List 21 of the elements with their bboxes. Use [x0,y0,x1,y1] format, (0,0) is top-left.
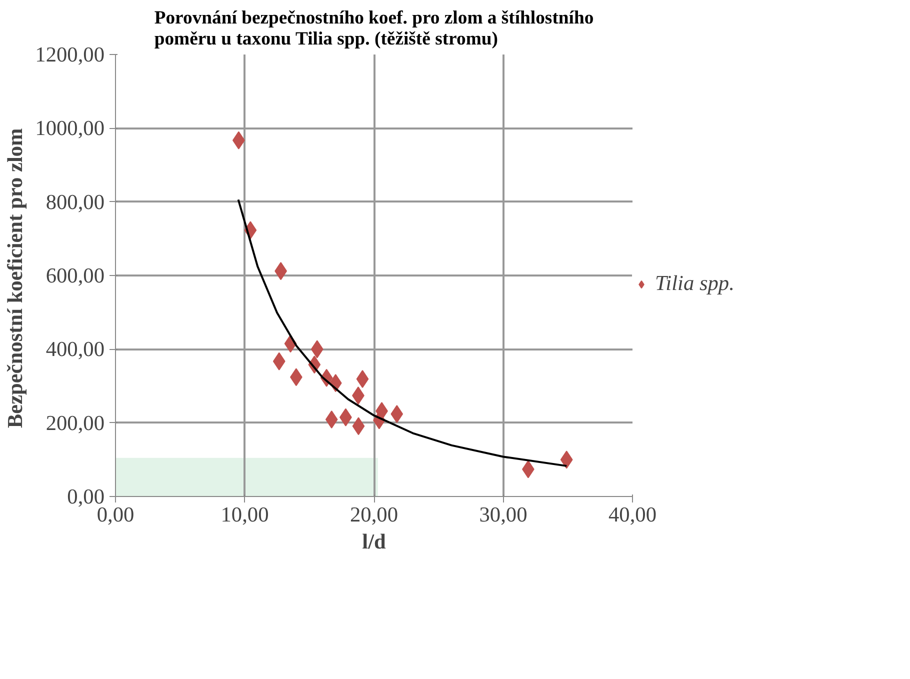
y-tick-label: 1000,00 [35,116,105,140]
point [325,410,338,429]
y-tick-label: 600,00 [46,264,105,288]
chart-title: Porovnání bezpečnostního koef. pro zlom a štíhlostního poměru u taxonu Tilia spp. (těžiště stromu) [154,8,594,50]
x-tick-label: 20,00 [350,502,398,526]
y-tick-label: 1200,00 [35,42,105,66]
point [352,417,365,436]
point [390,404,404,423]
y-tick-label: 800,00 [46,190,105,214]
point [272,352,286,370]
x-tick-label: 30,00 [479,502,528,526]
x-tick-label: 10,00 [220,502,269,526]
point [310,340,324,358]
y-tick-label: 400,00 [46,337,105,362]
point [560,450,573,469]
legend-label: Tilia spp. [655,271,734,296]
x-tick-label: 40,00 [608,502,657,526]
y-tick-label: 200,00 [46,410,105,435]
x-axis-title: l/d [362,530,386,554]
point [356,370,369,388]
y-axis-title: Bezpečnostní koeficient pro zlom [3,128,28,428]
